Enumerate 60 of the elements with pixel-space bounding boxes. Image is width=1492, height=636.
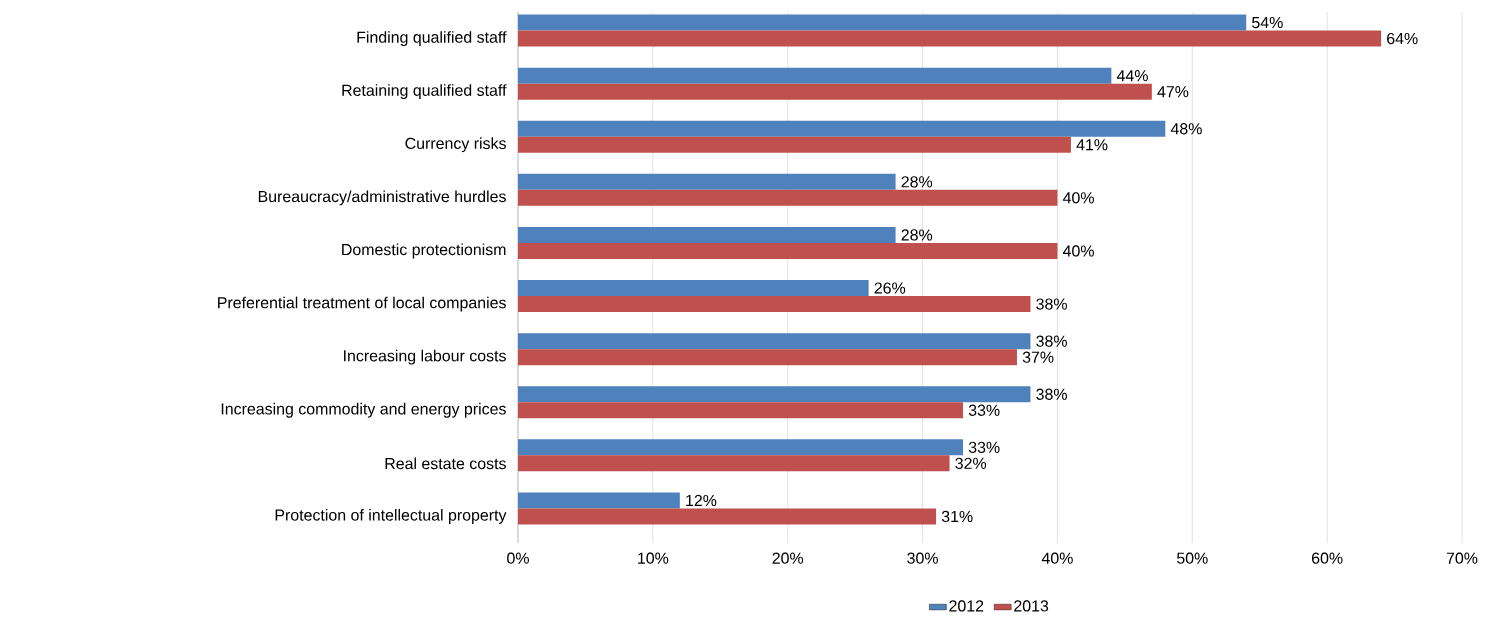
x-tick-label: 70% xyxy=(1446,552,1478,564)
bar xyxy=(518,120,1166,137)
y-tick-label: Increasing commodity and energy prices xyxy=(221,402,506,418)
x-tick-label: 40% xyxy=(1041,552,1073,564)
bar xyxy=(518,14,1247,31)
data-label: 40% xyxy=(1062,192,1094,204)
y-tick-label: Retaining qualified staff xyxy=(342,84,507,100)
data-label: 38% xyxy=(1036,298,1067,310)
data-label: 40% xyxy=(1062,245,1094,257)
y-tick-label: Finding qualified staff xyxy=(357,31,507,46)
y-tick-label: Preferential treatment of local companies xyxy=(218,296,506,312)
legend-label: 2013 xyxy=(1014,600,1049,612)
bar xyxy=(518,30,1382,47)
bar xyxy=(518,455,950,472)
data-label: 48% xyxy=(1170,123,1202,135)
bar xyxy=(518,280,869,297)
bar xyxy=(518,296,1031,313)
data-label: 44% xyxy=(1116,70,1148,82)
data-label: 32% xyxy=(955,457,987,469)
x-tick-label: 20% xyxy=(772,552,804,564)
data-label: 41% xyxy=(1076,139,1108,151)
data-label: 28% xyxy=(901,176,933,188)
data-label: 33% xyxy=(968,441,1000,453)
x-tick-label: 10% xyxy=(638,552,669,564)
data-label: 28% xyxy=(901,229,933,241)
bar xyxy=(518,349,1017,366)
y-tick-label: Bureaucracy/administrative hurdles xyxy=(258,190,506,206)
data-label: 31% xyxy=(941,510,973,523)
data-label: 64% xyxy=(1387,32,1418,45)
data-label: 54% xyxy=(1252,16,1283,29)
data-label: 26% xyxy=(874,282,906,294)
bar xyxy=(518,386,1031,403)
y-tick-label: Currency risks xyxy=(405,137,506,153)
legend-label: 2012 xyxy=(949,600,984,612)
y-tick-label: Protection of intellectual property xyxy=(275,509,507,524)
bar xyxy=(518,439,964,456)
bar xyxy=(518,242,1058,259)
bar xyxy=(518,492,680,509)
x-tick-label: 50% xyxy=(1176,552,1208,564)
bar xyxy=(518,136,1071,153)
data-label: 37% xyxy=(1022,351,1054,363)
x-tick-label: 60% xyxy=(1312,552,1343,564)
data-label: 47% xyxy=(1157,86,1189,98)
data-label: 33% xyxy=(968,404,1000,416)
bar xyxy=(518,173,896,190)
y-tick-label: Increasing labour costs xyxy=(344,349,506,365)
data-label: 38% xyxy=(1036,388,1067,400)
data-label: 12% xyxy=(686,494,717,507)
bar xyxy=(518,402,964,419)
bar xyxy=(518,83,1152,100)
bar xyxy=(518,333,1031,350)
bar xyxy=(518,189,1058,206)
bar xyxy=(518,67,1112,84)
y-tick-label: Real estate costs xyxy=(385,457,506,470)
bar xyxy=(518,508,937,525)
y-tick-label: Domestic protectionism xyxy=(342,243,506,259)
data-label: 38% xyxy=(1036,335,1067,347)
x-tick-label: 30% xyxy=(907,552,938,564)
bar xyxy=(518,226,896,243)
x-tick-label: 0% xyxy=(507,552,529,564)
